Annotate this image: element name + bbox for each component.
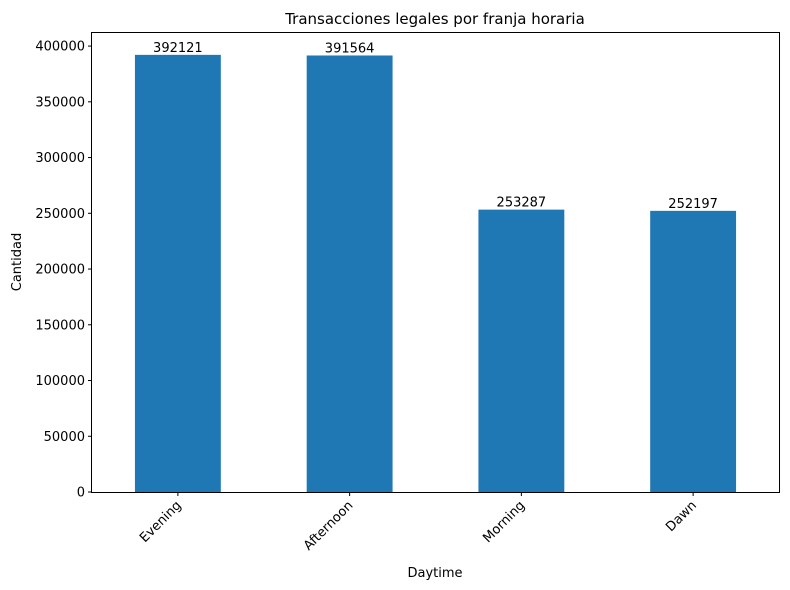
data-label-morning: 253287 [497,196,547,211]
y-axis: 0 50000 100000 150000 200000 250000 300000 3500… [35,40,92,501]
bar-afternoon [306,55,393,493]
y-tick-label: 400000 [35,40,85,55]
x-axis-label: Daytime [407,566,462,581]
y-tick-label: 0 [77,486,85,501]
data-label-dawn: 252197 [668,197,718,212]
y-tick-label: 300000 [35,151,85,166]
y-tick-label: 100000 [35,374,85,389]
x-tick-label-dawn: Dawn [663,498,700,535]
y-tick-label: 200000 [35,263,85,278]
data-label-afternoon: 391564 [325,41,375,56]
y-tick-label: 150000 [35,318,85,333]
x-axis: Evening Afternoon Morning Dawn [137,492,700,554]
chart-title: Transacciones legales por franja horaria [284,10,585,28]
y-tick-label: 50000 [44,430,85,445]
bars-layer: 392121 391564 253287 252197 [134,41,737,493]
y-tick-label: 250000 [35,207,85,222]
x-tick-label-morning: Morning [480,498,528,546]
y-axis-label: Cantidad [10,233,25,291]
plot-frame [91,32,780,493]
bar-evening [134,54,221,493]
data-label-evening: 392121 [153,41,203,56]
bar-dawn [650,210,737,492]
x-tick-label-evening: Evening [137,498,185,546]
x-tick-label-afternoon: Afternoon [301,498,356,553]
y-tick-label: 350000 [35,95,85,110]
bar-morning [478,209,565,492]
